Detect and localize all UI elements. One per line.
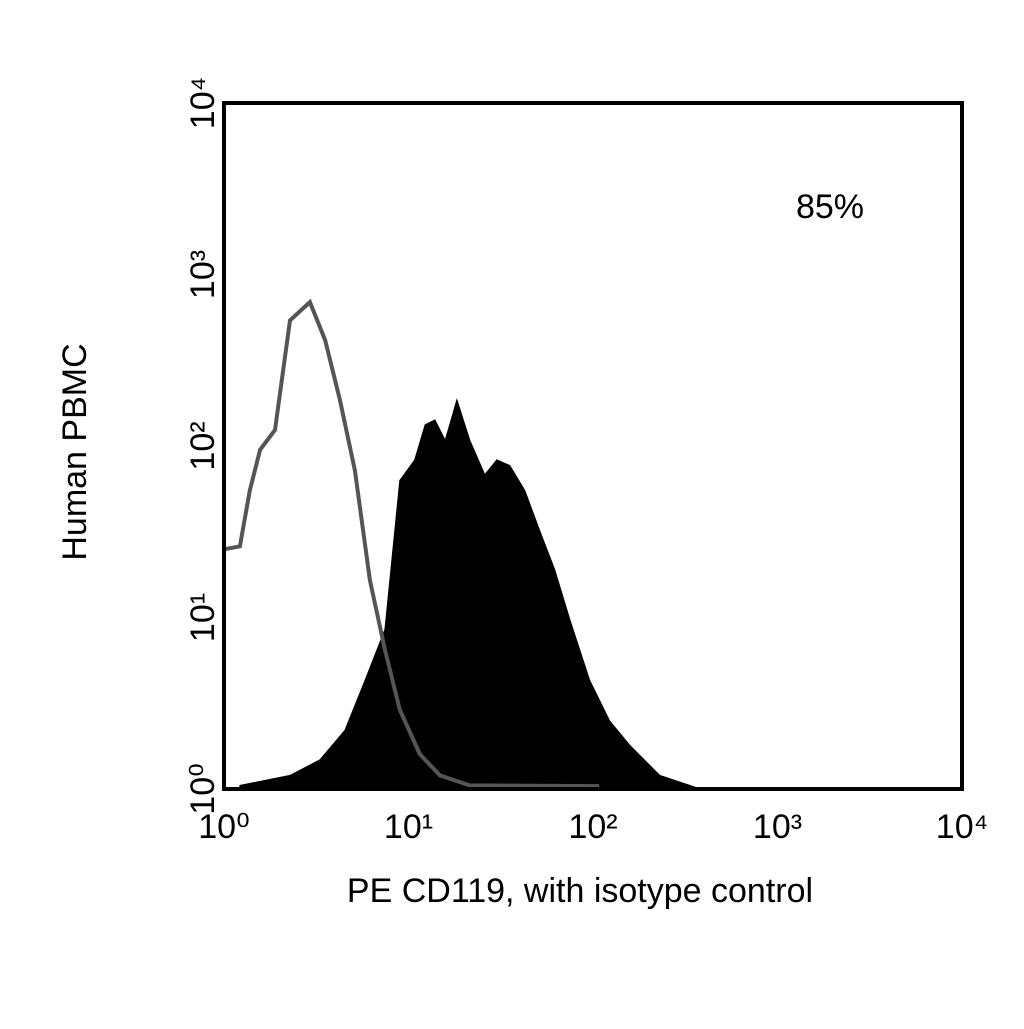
x-tick-label: 10² (568, 808, 617, 846)
annotation: 85% (796, 188, 864, 226)
y-tick-label: 10² (184, 421, 222, 470)
y-tick-label: 10⁴ (184, 77, 222, 129)
y-tick-label: 10³ (184, 250, 222, 299)
x-tick-label: 10³ (753, 808, 802, 846)
y-axis-label: Human PBMC (56, 343, 94, 560)
histogram-line (223, 298, 600, 789)
x-tick-label: 10¹ (384, 808, 433, 846)
x-tick-label: 10⁰ (198, 808, 249, 846)
x-axis-label: PE CD119, with isotype control (347, 872, 813, 910)
histogram-area (239, 398, 701, 790)
x-tick-label: 10⁴ (936, 808, 988, 846)
y-tick-label: 10¹ (184, 593, 222, 642)
plot-frame (222, 101, 964, 791)
y-tick-label: 10⁰ (184, 763, 222, 814)
